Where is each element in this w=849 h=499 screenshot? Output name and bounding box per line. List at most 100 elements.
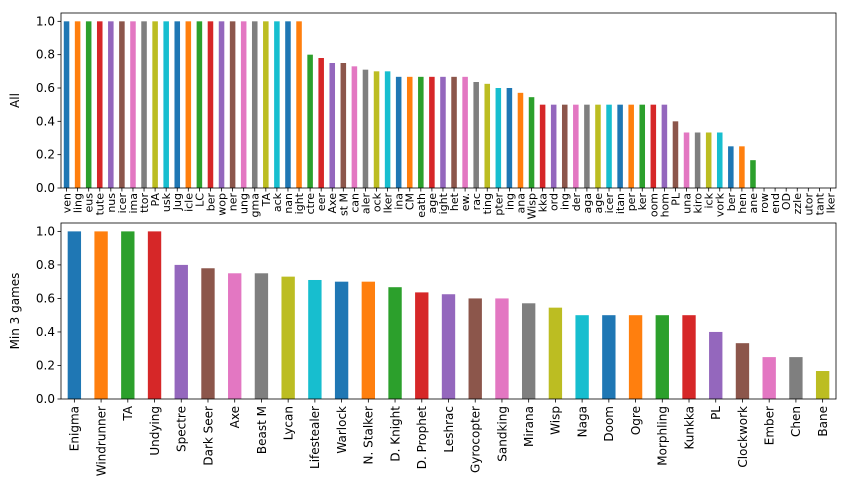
x-tick-label: LC [193, 193, 206, 207]
bar-min3-12 [361, 281, 376, 399]
bar-all-26 [340, 63, 347, 188]
x-tick-label: OD [780, 193, 793, 210]
x-tick-label: Mirana [522, 406, 536, 447]
bar-min3-3 [121, 231, 135, 399]
bar-min3-22 [628, 315, 643, 399]
bar-min3-15 [441, 294, 456, 399]
x-tick-label: pter [492, 193, 505, 216]
bar-all-62 [739, 146, 745, 188]
bar-all-38 [473, 82, 479, 188]
x-tick-label: het [448, 192, 461, 211]
x-tick-label: ight [293, 192, 306, 214]
x-tick-label: wop [216, 193, 229, 216]
x-tick-label: ber [725, 193, 738, 212]
x-tick-label: ing [503, 193, 516, 210]
bar-all-36 [451, 76, 457, 188]
x-tick-label: Ember [763, 406, 777, 445]
x-tick-label: ane [747, 193, 760, 214]
x-tick-label: lker [824, 193, 837, 214]
x-tick-label: una [681, 193, 694, 214]
x-tick-label: kiro [692, 193, 705, 214]
y-axis-label: All [8, 93, 22, 108]
x-tick-label: st M [337, 193, 350, 216]
x-tick-label: ling [72, 193, 85, 213]
x-tick-label: PL [669, 192, 682, 206]
bar-all-55 [661, 104, 668, 188]
bar-all-45 [550, 104, 557, 188]
bar-all-57 [683, 132, 690, 188]
bar-min3-26 [735, 343, 750, 399]
x-tick-label: nan [282, 193, 295, 214]
x-tick-label: rac [470, 193, 483, 210]
bar-min3-16 [468, 298, 482, 399]
bar-all-2 [74, 21, 81, 188]
bar-all-5 [108, 21, 114, 188]
x-tick-label: Spectre [175, 406, 189, 452]
bar-all-15 [218, 21, 225, 188]
bar-all-24 [318, 58, 324, 188]
bar-min3-24 [682, 315, 696, 399]
x-tick-label: ber [204, 193, 217, 212]
bar-all-11 [174, 21, 181, 188]
x-tick-label: Kunkka [682, 406, 696, 450]
y-tick-label: 0.2 [36, 148, 55, 162]
x-tick-label: Lycan [281, 406, 295, 440]
bar-min3-8 [254, 273, 269, 399]
x-tick-label: ord [548, 193, 561, 211]
bar-all-40 [495, 88, 502, 188]
bar-all-50 [606, 104, 612, 188]
bar-all-61 [728, 146, 734, 188]
y-axis-label: Min 3 games [8, 273, 22, 350]
bar-all-14 [207, 21, 214, 188]
bar-all-51 [617, 104, 623, 188]
y-tick-label: 0.4 [36, 114, 55, 128]
x-tick-label: Sandking [495, 406, 509, 462]
bar-min3-18 [521, 303, 536, 399]
bottom-panel-min-3-games: 0.0 0.2 0.4 0.6 0.8 1.0 Min 3 games Enigma Windr… [8, 222, 837, 476]
x-tick-label: TA [260, 193, 273, 208]
x-tick-label: ack [271, 192, 284, 212]
bar-all-47 [573, 104, 579, 188]
bar-all-42 [517, 92, 524, 188]
bar-all-56 [672, 121, 679, 188]
bar-all-31 [395, 76, 402, 188]
x-tick-label: ana [514, 193, 527, 213]
bar-all-16 [229, 21, 236, 188]
bar-all-7 [130, 21, 136, 188]
bar-min3-13 [388, 287, 402, 399]
bar-min3-21 [602, 315, 616, 399]
x-tick-label: ight [437, 192, 450, 214]
bar-min3-14 [415, 292, 429, 399]
x-tick-label: oom [647, 193, 660, 217]
x-tick-label: D. Prophet [415, 406, 429, 470]
x-tick-label: ina [393, 193, 406, 210]
bar-all-10 [163, 21, 169, 188]
bar-all-32 [406, 76, 413, 188]
x-tick-label: vork [714, 192, 727, 217]
bar-all-60 [716, 132, 723, 188]
x-tick-label: Warlock [335, 406, 349, 454]
x-tick-label: TA [121, 405, 135, 421]
bar-all-8 [141, 21, 147, 188]
x-tick-label: Windrunner [94, 406, 108, 476]
x-tick-label: ock [371, 192, 384, 212]
bar-all-28 [362, 69, 369, 188]
bar-min3-5 [174, 264, 188, 399]
bar-all-49 [595, 104, 601, 188]
bar-all-18 [251, 21, 258, 188]
bar-all-52 [628, 104, 634, 188]
bar-min3-9 [281, 276, 295, 399]
bar-min3-2 [94, 231, 108, 399]
bar-all-12 [185, 21, 192, 188]
x-tick-label: tute [94, 193, 107, 216]
x-tick-label: ting [481, 193, 494, 214]
y-tick-label: 1.0 [36, 224, 55, 238]
x-tick-label: icer [116, 193, 129, 214]
bar-all-25 [329, 63, 336, 188]
bar-min3-1 [67, 231, 82, 399]
bar-all-29 [373, 71, 380, 188]
x-tick-label: ick [703, 192, 716, 208]
y-tick-label: 0.0 [36, 392, 55, 406]
x-tick-label: utor [802, 193, 815, 216]
